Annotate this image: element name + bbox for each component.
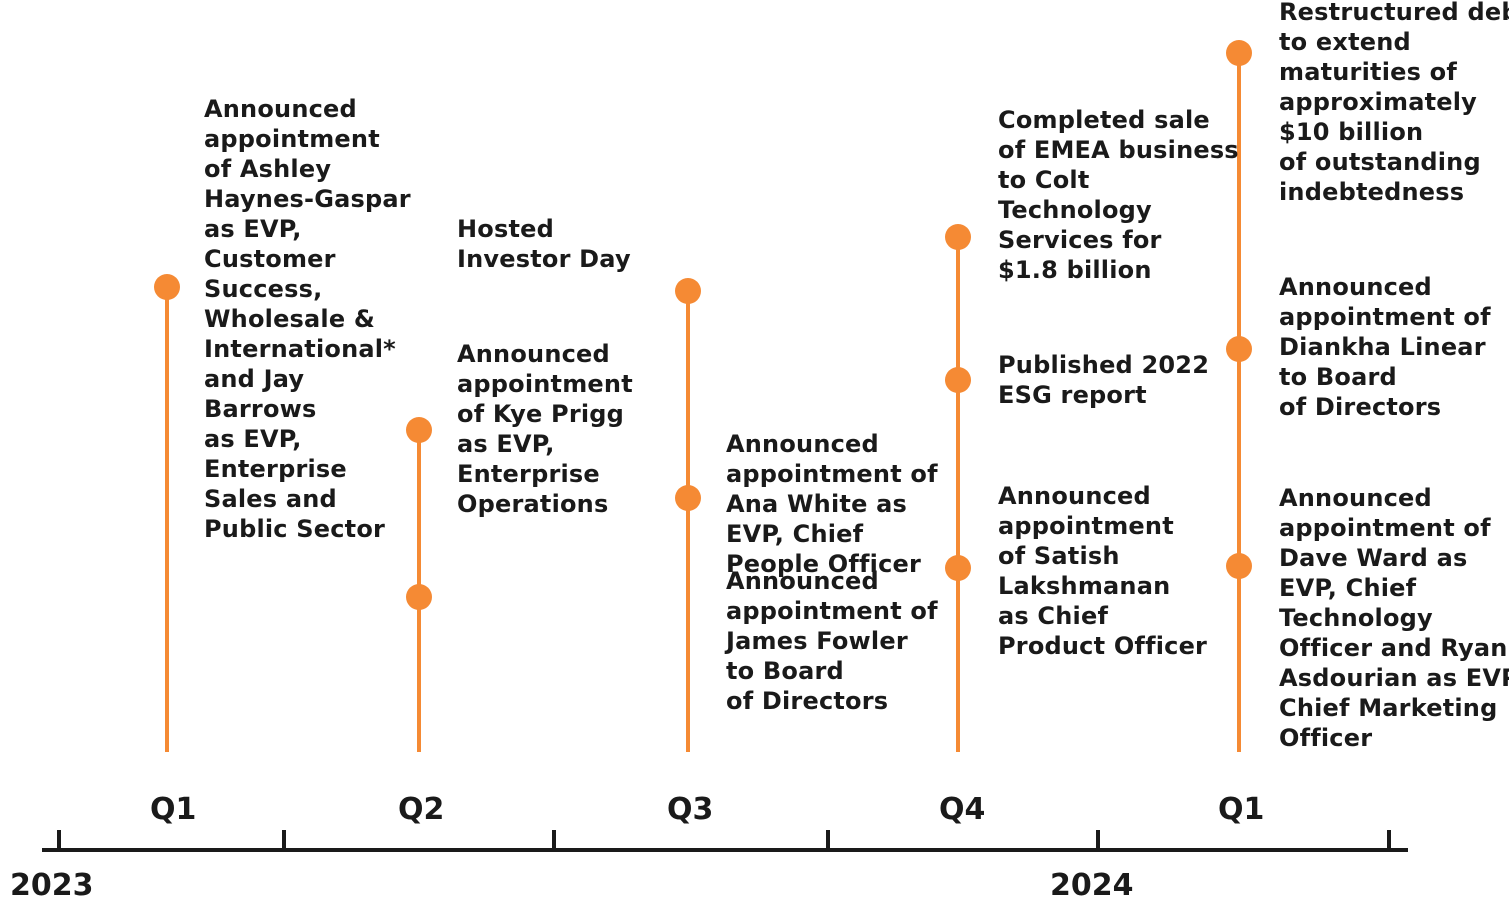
quarter-label-q1-2024: Q1: [1218, 792, 1265, 827]
event-marker: [1226, 336, 1252, 362]
event-text-line: Investor Day: [457, 245, 631, 273]
event-text-line: EVP, Chief: [726, 520, 864, 548]
event-text-line: Announced: [726, 567, 879, 595]
event-text-line: Dave Ward as: [1279, 544, 1468, 572]
event-text-line: to Board: [726, 657, 844, 685]
event-marker: [945, 555, 971, 581]
event-text-line: International*: [204, 335, 396, 363]
event-marker: [1226, 553, 1252, 579]
event-description: Announced appointment of Diankha Linear to …: [1279, 272, 1491, 422]
event-text-line: Officer: [1279, 724, 1373, 752]
event-text-line: Completed sale: [998, 106, 1210, 134]
event-text-line: Barrows: [204, 395, 317, 423]
event-text-line: appointment of: [726, 597, 938, 625]
event-description: Announced appointment of Kye Prigg as EVP, E…: [457, 339, 633, 519]
event-description: Announced appointment of Ana White as EVP, …: [726, 429, 938, 579]
event-text-line: $10 billion: [1279, 118, 1424, 146]
event-description: Announced appointment of Ashley Haynes-Gasp…: [204, 94, 411, 544]
quarter-label-q3-2023: Q3: [667, 792, 714, 827]
event-text-line: Services for: [998, 226, 1162, 254]
event-description: Announced appointment of Dave Ward as EVP, …: [1279, 483, 1509, 753]
event-text-line: Sales and: [204, 485, 337, 513]
event-text-line: of Directors: [726, 687, 889, 715]
event-marker: [1226, 40, 1252, 66]
event-text-line: as EVP,: [204, 425, 302, 453]
event-text-line: James Fowler: [726, 627, 908, 655]
event-text-line: $1.8 billion: [998, 256, 1152, 284]
event-text-line: of Kye Prigg: [457, 400, 625, 428]
event-text-line: approximately: [1279, 88, 1478, 116]
event-description: Published 2022 ESG report: [998, 350, 1209, 410]
event-text-line: appointment of: [1279, 303, 1491, 331]
event-text-line: Haynes-Gaspar: [204, 185, 411, 213]
event-text-line: of Ashley: [204, 155, 332, 183]
event-text-line: of Satish: [998, 542, 1120, 570]
event-text-line: Officer and Ryan: [1279, 634, 1508, 662]
event-text-line: Asdourian as EVP,: [1279, 664, 1509, 692]
event-text-line: Enterprise: [204, 455, 347, 483]
event-text-line: Lakshmanan: [998, 572, 1171, 600]
event-text-line: of EMEA business: [998, 136, 1239, 164]
event-text-line: maturities of: [1279, 58, 1457, 86]
event-text-line: indebtedness: [1279, 178, 1465, 206]
event-text-line: Customer: [204, 245, 336, 273]
event-marker: [945, 224, 971, 250]
event-text-line: Restructured debt: [1279, 0, 1509, 26]
event-text-line: Success,: [204, 275, 323, 303]
event-text-line: appointment of: [1279, 514, 1491, 542]
event-text-line: Hosted: [457, 215, 554, 243]
event-text-line: Diankha Linear: [1279, 333, 1486, 361]
event-text-line: as Chief: [998, 602, 1109, 630]
event-text-line: to Colt: [998, 166, 1090, 194]
event-description: Completed sale of EMEA business to Colt Tec…: [998, 105, 1239, 285]
event-text-line: Operations: [457, 490, 609, 518]
quarter-label-q1-2023: Q1: [150, 792, 197, 827]
event-text-line: Wholesale &: [204, 305, 376, 333]
event-text-line: Announced: [726, 430, 879, 458]
event-text-line: to extend: [1279, 28, 1411, 56]
event-marker: [406, 417, 432, 443]
event-text-line: appointment: [998, 512, 1174, 540]
event-marker: [675, 278, 701, 304]
event-text-line: Announced: [204, 95, 357, 123]
event-text-line: of outstanding: [1279, 148, 1481, 176]
year-label-2023: 2023: [10, 868, 94, 903]
event-marker: [406, 584, 432, 610]
event-text-line: Enterprise: [457, 460, 600, 488]
event-text-line: Ana White as: [726, 490, 907, 518]
event-text-line: to Board: [1279, 363, 1397, 391]
event-text-line: Announced: [1279, 484, 1432, 512]
event-text-line: and Jay: [204, 365, 305, 393]
event-text-line: Published 2022: [998, 351, 1210, 379]
event-text-line: Public Sector: [204, 515, 386, 543]
event-text-line: Announced: [457, 340, 610, 368]
event-marker: [154, 274, 180, 300]
event-text-line: of Directors: [1279, 393, 1442, 421]
event-text-line: Technology: [998, 196, 1152, 224]
event-text-line: Product Officer: [998, 632, 1208, 660]
event-text-line: ESG report: [998, 381, 1147, 409]
event-description: Announced appointment of James Fowler to Bo…: [726, 566, 938, 716]
event-marker: [945, 367, 971, 393]
quarter-label-q2-2023: Q2: [398, 792, 445, 827]
event-text-line: EVP, Chief: [1279, 574, 1417, 602]
quarter-label-q4-2023: Q4: [939, 792, 986, 827]
event-text-line: Technology: [1279, 604, 1433, 632]
event-text-line: as EVP,: [204, 215, 302, 243]
event-text-line: as EVP,: [457, 430, 555, 458]
event-description: Hosted Investor Day: [457, 214, 631, 274]
event-text-line: Chief Marketing: [1279, 694, 1498, 722]
event-description: Restructured debt to extend maturities of a…: [1279, 0, 1509, 207]
event-text-line: Announced: [1279, 273, 1432, 301]
event-text-line: People Officer: [726, 550, 922, 578]
event-text-line: appointment of: [726, 460, 938, 488]
event-marker: [675, 485, 701, 511]
event-text-line: appointment: [457, 370, 633, 398]
year-label-2024: 2024: [1050, 868, 1134, 903]
event-text-line: Announced: [998, 482, 1151, 510]
event-text-line: appointment: [204, 125, 380, 153]
event-description: Announced appointment of Satish Lakshmanan a…: [998, 481, 1207, 661]
